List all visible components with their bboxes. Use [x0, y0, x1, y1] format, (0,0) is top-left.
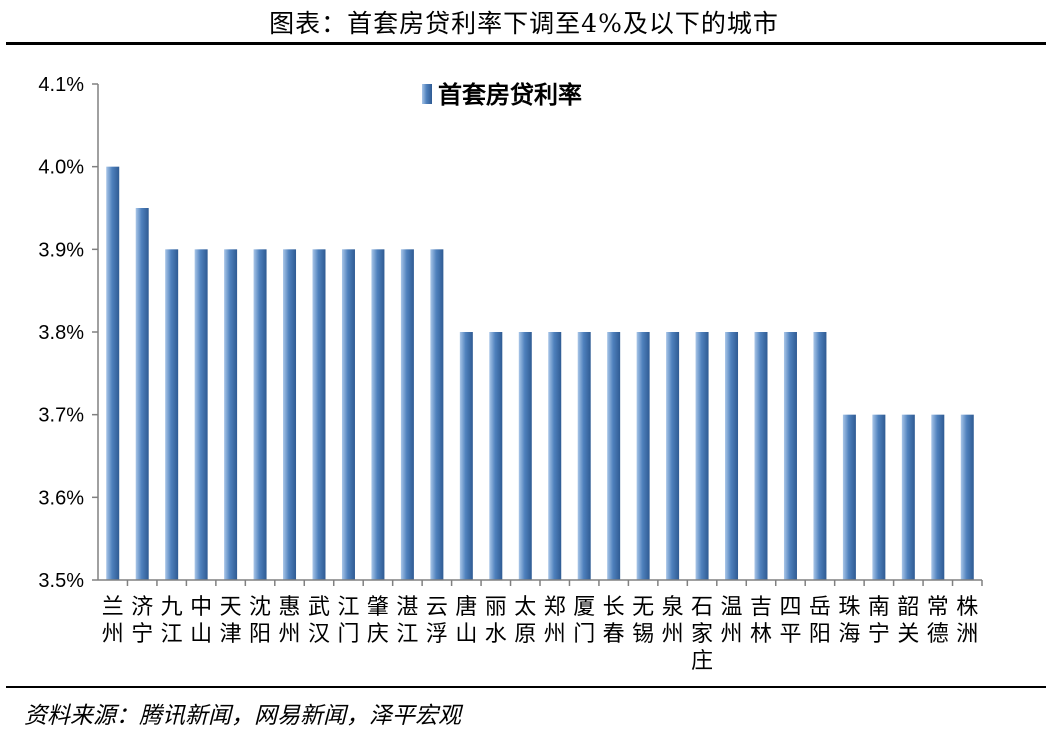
bar-吉林: [754, 332, 768, 580]
x-tick-label-沈阳: 沈阳: [249, 595, 271, 647]
bar-丽水: [489, 332, 503, 580]
bar-郑州: [548, 332, 562, 580]
x-tick-label-九江: 九江: [161, 595, 183, 647]
x-tick-label-韶关: 韶关: [897, 595, 919, 647]
y-tick-label: 3.6%: [38, 487, 84, 509]
x-tick-label-惠州: 惠州: [279, 595, 301, 647]
bar-济宁: [135, 208, 149, 580]
bar-无锡: [636, 332, 650, 580]
top-rule: [6, 42, 1046, 45]
bar-泉州: [666, 332, 680, 580]
bar-株洲: [960, 414, 974, 580]
bar-兰州: [106, 166, 120, 580]
source-note: 资料来源：腾讯新闻，网易新闻，泽平宏观: [24, 703, 461, 729]
bar-中山: [194, 249, 208, 581]
x-tick-label-常德: 常德: [927, 595, 949, 647]
bar-韶关: [901, 414, 915, 580]
bar-江门: [341, 249, 355, 581]
bar-湛江: [400, 249, 414, 581]
x-tick-label-泉州: 泉州: [662, 595, 684, 647]
bar-肇庆: [371, 249, 385, 581]
x-tick-label-云浮: 云浮: [426, 595, 448, 647]
bar-九江: [165, 249, 179, 581]
x-tick-label-无锡: 无锡: [632, 595, 654, 647]
legend-swatch: [422, 84, 432, 104]
x-tick-label-石家庄: 石家庄: [691, 595, 713, 674]
x-tick-label-济宁: 济宁: [131, 595, 153, 647]
bar-岳阳: [813, 332, 827, 580]
x-tick-label-株洲: 株洲: [956, 595, 978, 647]
x-tick-label-唐山: 唐山: [455, 595, 477, 647]
bar-温州: [725, 332, 739, 580]
bar-沈阳: [253, 249, 267, 581]
bar-珠海: [842, 414, 856, 580]
x-tick-label-吉林: 吉林: [750, 595, 772, 647]
bar-石家庄: [695, 332, 709, 580]
y-tick-label: 3.7%: [38, 405, 84, 427]
chart-title: 图表：首套房贷利率下调至4%及以下的城市: [269, 9, 779, 38]
bar-厦门: [577, 332, 591, 580]
x-tick-label-中山: 中山: [190, 595, 212, 647]
bar-武汉: [312, 249, 326, 581]
x-tick-label-长春: 长春: [603, 595, 625, 647]
x-tick-label-丽水: 丽水: [485, 595, 507, 647]
x-tick-label-温州: 温州: [721, 595, 743, 647]
x-tick-label-南宁: 南宁: [868, 595, 890, 647]
bottom-rule: [6, 686, 1046, 688]
x-tick-label-江门: 江门: [337, 595, 359, 647]
x-tick-label-岳阳: 岳阳: [809, 595, 831, 647]
x-tick-label-武汉: 武汉: [308, 595, 330, 647]
bar-太原: [518, 332, 532, 580]
legend-label: 首套房贷利率: [438, 81, 582, 109]
x-tick-label-兰州: 兰州: [102, 595, 124, 647]
x-tick-label-天津: 天津: [220, 595, 242, 647]
bar-长春: [607, 332, 621, 580]
bar-四平: [783, 332, 797, 580]
y-tick-label: 3.9%: [38, 239, 84, 261]
x-tick-label-郑州: 郑州: [544, 595, 566, 647]
bar-云浮: [430, 249, 444, 581]
y-tick-label: 4.0%: [38, 157, 84, 179]
bar-天津: [224, 249, 238, 581]
x-tick-label-厦门: 厦门: [573, 595, 595, 647]
y-tick-label: 3.8%: [38, 322, 84, 344]
bar-常德: [931, 414, 945, 580]
x-tick-label-肇庆: 肇庆: [367, 595, 389, 647]
legend: 首套房贷利率: [422, 81, 582, 109]
bar-唐山: [459, 332, 473, 580]
bar-惠州: [283, 249, 297, 581]
x-tick-label-四平: 四平: [779, 595, 801, 647]
x-tick-label-太原: 太原: [514, 595, 536, 647]
y-tick-label: 3.5%: [38, 570, 84, 592]
y-tick-label: 4.1%: [38, 74, 84, 96]
x-tick-label-湛江: 湛江: [396, 595, 418, 647]
x-tick-label-珠海: 珠海: [838, 595, 860, 647]
bar-chart: 4.1% 4.0% 3.9% 3.8% 3.7% 3.6% 3.5% 兰州济宁九江中山天津沈…: [38, 74, 983, 674]
bar-南宁: [872, 414, 886, 580]
